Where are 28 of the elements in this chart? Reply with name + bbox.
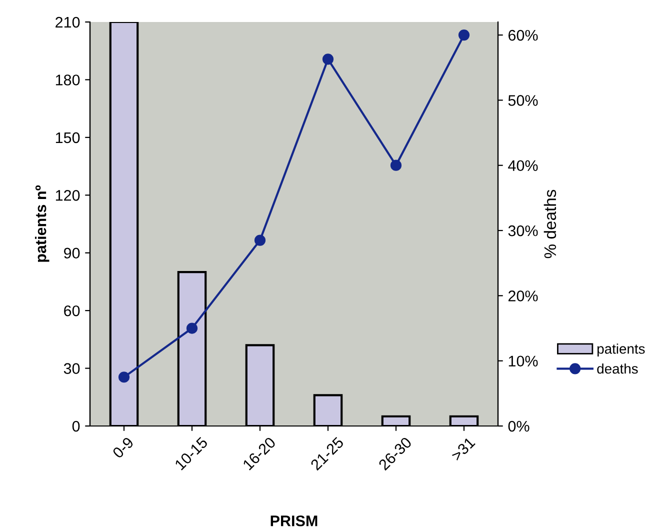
point bbox=[322, 54, 334, 65]
x-tick-label: 0-9 bbox=[112, 436, 134, 459]
y2-tick-label: 20% bbox=[508, 290, 538, 302]
y2-tick-label: 0% bbox=[508, 420, 530, 432]
y2-tick-label: 10% bbox=[508, 356, 538, 367]
y-tick-label: 210 bbox=[56, 16, 80, 28]
y2-tick-label: 40% bbox=[508, 160, 538, 172]
legend-label: patients bbox=[598, 344, 645, 357]
point bbox=[118, 372, 130, 383]
y2-tick-label: 30% bbox=[508, 225, 538, 236]
y-tick-label: 30 bbox=[64, 363, 80, 374]
y-tick-label: 60 bbox=[64, 305, 80, 316]
x-tick-label: >31 bbox=[450, 436, 476, 462]
y-tick-label: 180 bbox=[56, 74, 80, 86]
y2-tick-label: 60% bbox=[508, 30, 538, 41]
y2-axis-title: % deaths bbox=[544, 190, 556, 258]
y2-tick-label: 50% bbox=[508, 95, 538, 106]
y-tick-label: 0 bbox=[72, 420, 80, 432]
point bbox=[254, 234, 266, 246]
legend-label: deaths bbox=[597, 363, 638, 374]
point bbox=[458, 29, 470, 41]
y-axis-title: patients nº bbox=[34, 185, 50, 262]
x-axis-title: PRISM bbox=[270, 515, 318, 526]
point bbox=[186, 322, 198, 334]
y-tick-label: 150 bbox=[56, 132, 80, 144]
point bbox=[390, 160, 402, 171]
y-tick-label: 120 bbox=[56, 190, 80, 201]
y-tick-label: 90 bbox=[64, 248, 80, 259]
